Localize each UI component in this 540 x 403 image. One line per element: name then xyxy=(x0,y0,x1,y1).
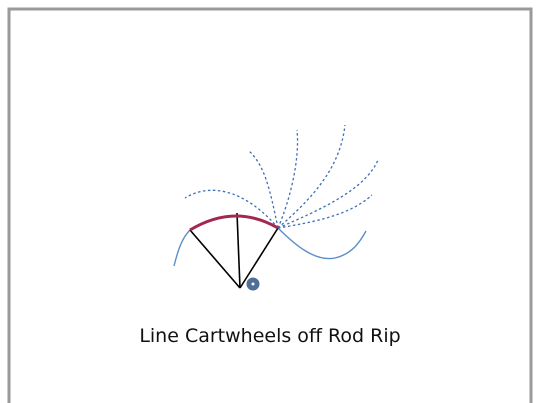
caption: Line Cartwheels off Rod Rip xyxy=(139,325,400,347)
slide: Line Cartwheels off Rod Rip xyxy=(0,0,540,403)
reel-hub xyxy=(252,283,255,286)
page: {"caption": "Line Cartwheels off Rod Rip… xyxy=(0,0,540,403)
